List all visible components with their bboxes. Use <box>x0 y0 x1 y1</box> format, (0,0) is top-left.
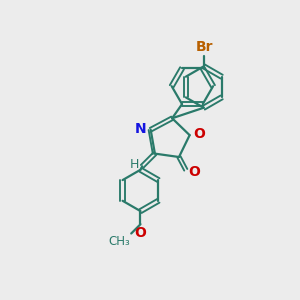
Text: O: O <box>193 127 205 141</box>
Text: CH₃: CH₃ <box>108 235 130 248</box>
Text: N: N <box>135 122 146 136</box>
Text: H: H <box>130 158 140 171</box>
Text: O: O <box>135 226 146 240</box>
Text: Br: Br <box>196 40 213 54</box>
Text: O: O <box>188 165 200 179</box>
